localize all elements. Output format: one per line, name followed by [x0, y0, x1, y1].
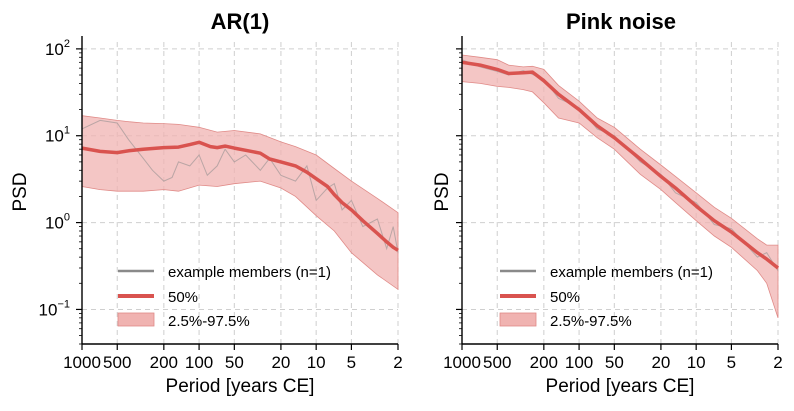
y-axis-label: PSD: [10, 172, 31, 211]
member-line: [81, 119, 399, 253]
x-tick-label: 100: [185, 353, 213, 372]
x-tick-label: 10: [687, 353, 706, 372]
x-tick-label: 500: [103, 353, 131, 372]
x-tick-label: 50: [225, 353, 244, 372]
median-layer: [81, 140, 399, 252]
median-layer: [461, 60, 780, 270]
x-tick-label: 200: [150, 353, 178, 372]
x-tick-label: 200: [530, 353, 558, 372]
legend-label-member: example members (n=1): [168, 264, 331, 281]
y-axis-label: PSD: [432, 172, 453, 211]
x-tick-labels: 1000 500 200 100 50 20 10 5 2: [63, 353, 403, 372]
x-tick-label: 1000: [443, 353, 481, 372]
y-tick-label: 10−1: [39, 298, 70, 319]
legend-label-member: example members (n=1): [550, 264, 713, 281]
y-tick-label: 101: [45, 125, 70, 146]
x-tick-labels: 1000 500 200 100 50 20 10 5 2: [443, 353, 783, 372]
x-tick-label: 20: [651, 353, 670, 372]
median-line: [81, 140, 399, 252]
legend-label-median: 50%: [168, 289, 198, 306]
legend-swatch-band: [117, 312, 155, 327]
x-tick-label: 10: [307, 353, 326, 372]
median-line: [461, 60, 780, 270]
chart-title: Pink noise: [566, 9, 676, 34]
chart-ar1: AR(1) 1000 500 200 100 50 20 10 5 2 10−110010110…: [10, 9, 403, 397]
chart-pink-noise: Pink noise 1000 500 200 100 50 20 10 5 2 Period …: [432, 9, 783, 397]
x-tick-label: 2: [773, 353, 782, 372]
legend-label-band: 2.5%-97.5%: [550, 313, 632, 330]
y-tick-labels: 10−1 100 101 102: [39, 38, 70, 320]
x-tick-label: 2: [393, 353, 402, 372]
axes: [76, 36, 399, 350]
x-tick-label: 50: [605, 353, 624, 372]
x-axis-label: Period [years CE]: [166, 376, 315, 397]
x-axis-label: Period [years CE]: [546, 376, 695, 397]
band-layer: [461, 54, 779, 319]
x-tick-label: 5: [347, 353, 356, 372]
band-area: [81, 115, 399, 291]
x-tick-label: 100: [565, 353, 593, 372]
y-tick-label: 102: [45, 38, 70, 59]
member-layer: [81, 119, 399, 253]
band-area: [461, 54, 779, 319]
legend-swatch-band: [499, 312, 537, 327]
axes: [456, 36, 779, 350]
x-tick-label: 500: [483, 353, 511, 372]
x-tick-label: 1000: [63, 353, 101, 372]
band-layer: [81, 115, 399, 291]
legend-label-median: 50%: [550, 289, 580, 306]
y-tick-label: 100: [45, 212, 70, 233]
chart-title: AR(1): [211, 9, 270, 34]
legend: example members (n=1) 50% 2.5%-97.5%: [117, 264, 331, 330]
x-tick-label: 5: [727, 353, 736, 372]
legend: example members (n=1) 50% 2.5%-97.5%: [499, 264, 713, 330]
x-tick-label: 20: [271, 353, 290, 372]
legend-label-band: 2.5%-97.5%: [168, 313, 250, 330]
